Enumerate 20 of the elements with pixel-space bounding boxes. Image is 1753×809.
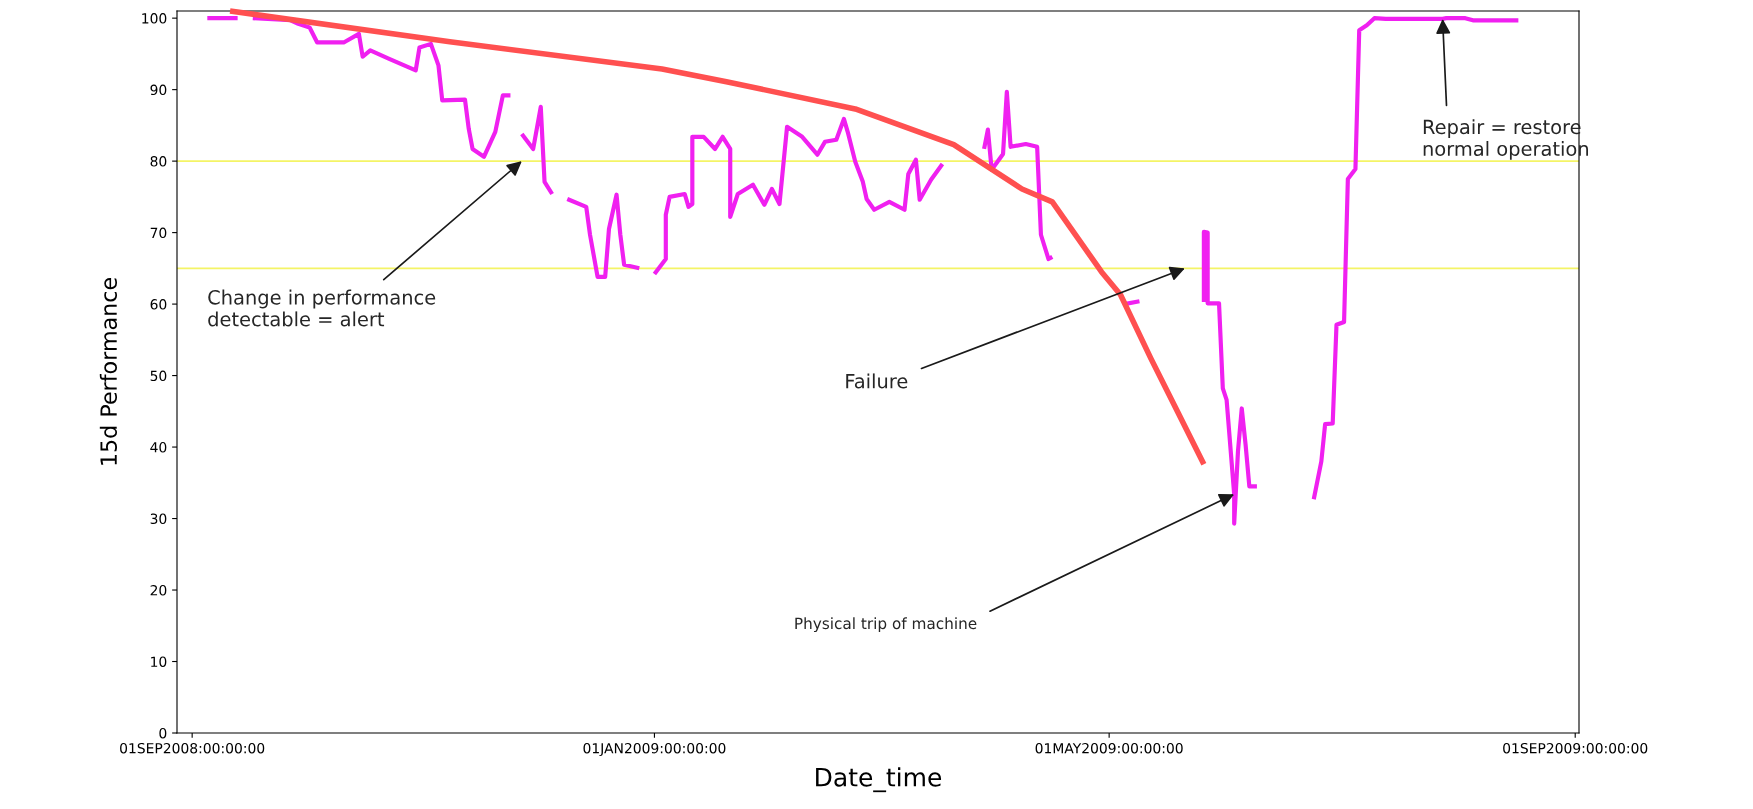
x-tick-label: 01JAN2009:00:00:00 [583,742,726,757]
x-tick-label: 01SEP2009:00:00:00 [1503,742,1648,754]
annotation: Physical trip of machine [795,617,977,633]
annotation: Failure [846,373,908,389]
x-axis-title: Date_time [816,767,942,793]
y-tick-label: 50 [150,370,167,382]
y-tick-label: 60 [150,299,167,310]
y-tick-label: 100 [142,13,167,24]
y-tick-label: 90 [150,84,167,96]
y-tick-label: 10 [151,656,167,667]
y-axis-title: 15d Performance [99,278,118,465]
annotation: Change in performance detectable = alert [208,289,436,327]
y-tick-label: 40 [150,442,167,453]
y-tick-label: 20 [150,585,167,596]
y-tick-label: 70 [150,227,167,239]
y-tick-label: 80 [150,156,167,167]
y-tick-label: 0 [159,727,167,739]
x-tick-label: 01SEP2008:00:00:00 [120,742,265,754]
x-tick-label: 01MAY2009:00:00:00 [1035,742,1183,754]
y-tick-label: 30 [150,513,167,525]
